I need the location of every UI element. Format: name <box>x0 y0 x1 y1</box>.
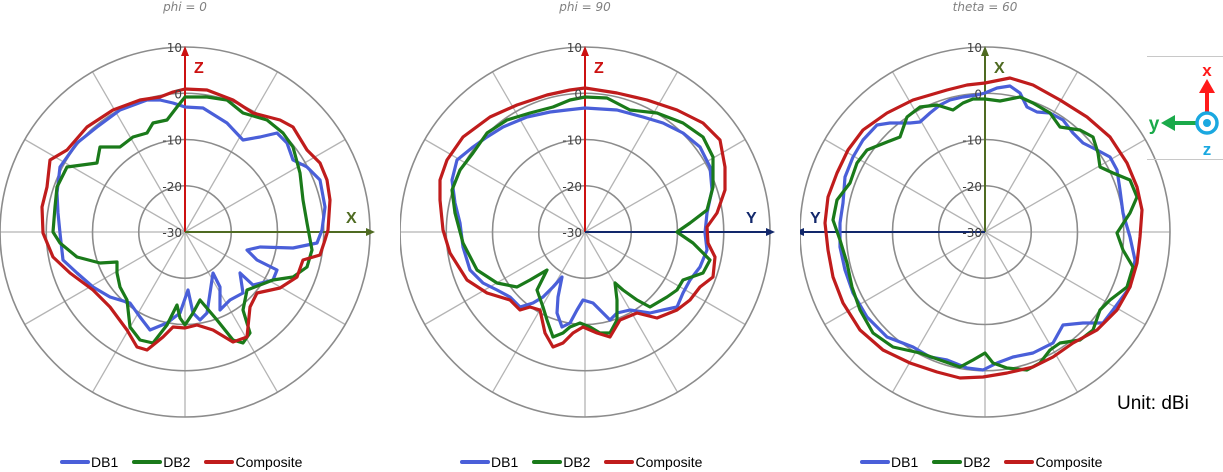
polar-plot: Z Y 10 0 -10 -20 -30 <box>400 41 775 418</box>
legend-label: DB2 <box>163 454 191 470</box>
radial-tick-label: 10 <box>967 41 982 55</box>
legend-label: Composite <box>235 454 303 470</box>
legend: DB1 DB2 Composite <box>860 454 1116 470</box>
radial-tick-label: 10 <box>567 41 582 55</box>
radial-tick-label: -10 <box>162 134 182 148</box>
series-db2 <box>51 95 314 345</box>
legend-swatch-db2 <box>532 460 563 464</box>
chart-title: phi = 0 <box>163 0 207 14</box>
radial-tick-label: -20 <box>962 180 982 194</box>
legend-swatch-db2 <box>132 460 163 464</box>
horizontal-axis-arrow-icon <box>800 228 804 236</box>
legend: DB1 DB2 Composite <box>460 454 716 470</box>
legend-swatch-db1 <box>860 460 890 464</box>
horizontal-axis-label: X <box>346 210 357 227</box>
radial-tick-label: 0 <box>574 87 582 101</box>
up-axis-arrow-icon <box>181 46 189 56</box>
radial-tick-label: -30 <box>962 226 982 240</box>
radial-tick-label: -20 <box>162 180 182 194</box>
legend-label: DB1 <box>491 454 519 470</box>
horizontal-axis-arrow-icon <box>766 228 775 236</box>
legend-label: Composite <box>635 454 703 470</box>
legend-swatch-composite <box>204 460 235 464</box>
legend-swatch-composite <box>1004 460 1035 464</box>
up-axis-label: Z <box>194 60 204 77</box>
legend-label: DB1 <box>891 454 919 470</box>
chart-title: phi = 90 <box>559 0 611 14</box>
radial-tick-label: -30 <box>162 226 182 240</box>
chart-phi-0: phi = 0 Z X 10 0 -10 -20 -30 DB1 DB2 Composite <box>0 0 400 472</box>
legend-label: Composite <box>1035 454 1103 470</box>
legend-label: DB1 <box>91 454 119 470</box>
legend-item-composite: Composite <box>1004 454 1102 470</box>
legend-item-db1: DB1 <box>460 454 518 470</box>
legend-item-db2: DB2 <box>932 454 990 470</box>
series-composite <box>438 86 727 349</box>
polar-plot: X Y 10 0 -10 -20 -30 <box>800 41 1171 418</box>
radial-tick-label: -20 <box>562 180 582 194</box>
polar-plot: Z X 10 0 -10 -20 -30 <box>0 41 375 418</box>
triad-z-label: z <box>1203 140 1212 159</box>
legend-swatch-composite <box>604 460 635 464</box>
up-axis-label: Z <box>594 60 604 77</box>
radial-tick-label: 0 <box>974 87 982 101</box>
unit-label: Unit: dBi <box>1117 393 1189 414</box>
series-composite <box>40 87 332 352</box>
legend-label: DB2 <box>963 454 991 470</box>
series-db2 <box>831 95 1139 372</box>
legend-item-db2: DB2 <box>532 454 590 470</box>
legend-item-db1: DB1 <box>860 454 918 470</box>
chart-theta-60: theta = 60 X Y 10 0 -10 -20 -30 DB1 DB2 Compos… <box>800 0 1200 472</box>
up-axis-label: X <box>994 60 1005 77</box>
series-composite <box>823 76 1144 380</box>
radial-tick-label: -30 <box>562 226 582 240</box>
horizontal-axis-arrow-icon <box>366 228 375 236</box>
legend-swatch-db1 <box>460 460 490 464</box>
triad-y-label: y <box>1149 114 1160 135</box>
up-axis-arrow-icon <box>981 46 989 56</box>
legend-item-composite: Composite <box>204 454 302 470</box>
axis-triad-icon: x y z <box>1149 61 1219 159</box>
legend-swatch-db1 <box>60 460 90 464</box>
legend-item-db1: DB1 <box>60 454 118 470</box>
radial-tick-label: 0 <box>174 87 182 101</box>
radial-tick-label: -10 <box>562 134 582 148</box>
horizontal-axis-label: Y <box>746 210 757 227</box>
legend-item-db2: DB2 <box>132 454 190 470</box>
radial-tick-label: 10 <box>167 41 182 55</box>
radial-tick-label: -10 <box>962 134 982 148</box>
chart-phi-90: phi = 90 Z Y 10 0 -10 -20 -30 DB1 DB2 Composit… <box>400 0 800 472</box>
legend: DB1 DB2 Composite <box>60 454 316 470</box>
series-db1 <box>450 106 714 329</box>
chart-title: theta = 60 <box>952 0 1018 14</box>
horizontal-axis-label: Y <box>810 210 821 227</box>
legend-swatch-db2 <box>932 460 963 464</box>
coordinate-triad: x y z <box>1147 56 1223 160</box>
legend-label: DB2 <box>563 454 591 470</box>
triad-x-label: x <box>1202 61 1212 80</box>
legend-item-composite: Composite <box>604 454 702 470</box>
up-axis-arrow-icon <box>581 46 589 56</box>
